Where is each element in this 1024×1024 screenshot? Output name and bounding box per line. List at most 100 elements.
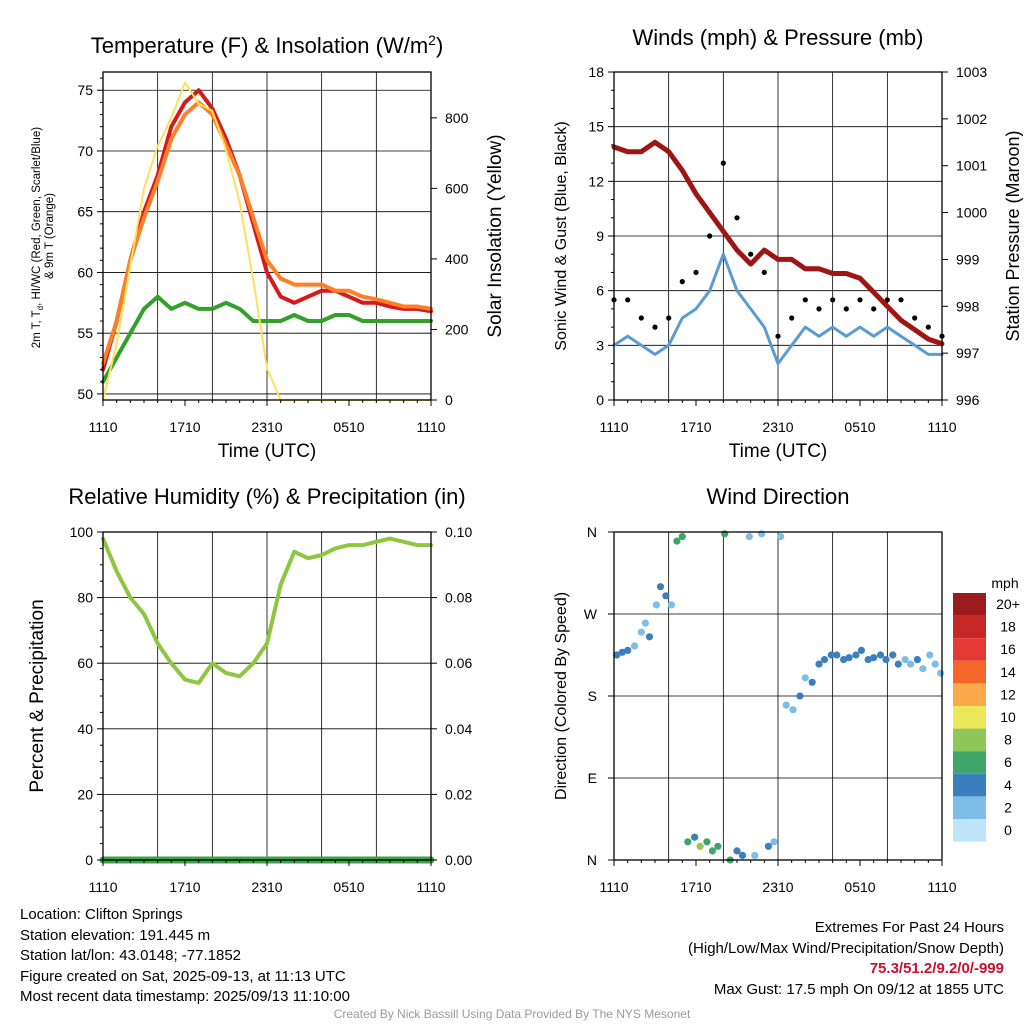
direction-point [913, 656, 922, 664]
gust-point [638, 315, 644, 321]
y-tick-label: 65 [77, 204, 93, 220]
gust-point [666, 315, 672, 321]
x-tick-label: 1110 [599, 879, 628, 895]
wind-direction-chart-title: Wind Direction [706, 484, 849, 509]
legend-label: 0 [1004, 822, 1012, 838]
gust-point [775, 333, 781, 339]
speed-color-legend: mph 20+ 18 16 14 12 10 8 6 4 2 0 [953, 575, 1020, 842]
wind-line [612, 252, 944, 366]
direction-point [613, 651, 621, 659]
y2-tick-label: 200 [445, 321, 469, 337]
extremes-info: Extremes For Past 24 Hours (High/Low/Max… [688, 918, 1004, 1000]
y-tick-label: 80 [77, 590, 93, 606]
pressure-y-axis-label: Station Pressure (Maroon) [1003, 130, 1023, 341]
y-tick-label: 0 [596, 392, 604, 408]
direction-point [770, 838, 778, 846]
legend-swatch [953, 593, 986, 616]
wind-direction-grid [614, 532, 942, 860]
temperature-y-axis-label: 2m T, Td, HI/WC (Red, Green, Scarlet/Blu… [31, 124, 56, 349]
y-tick-label: 3 [596, 337, 604, 353]
direction-point [733, 847, 741, 855]
station-info: Location: Clifton Springs Station elevat… [20, 905, 350, 1008]
max-gust-text: Max Gust: 17.5 mph On 09/12 at 1855 UTC [713, 980, 1004, 998]
gust-point [748, 251, 754, 257]
legend-swatch [953, 728, 986, 752]
legend-label: 14 [1000, 664, 1016, 680]
winds-panel: Winds (mph) & Pressure (mb) 1110 1710 2310… [553, 25, 1023, 462]
temperature-grid [103, 72, 431, 400]
direction-point [852, 651, 860, 659]
direction-point [764, 842, 773, 850]
legend-swatch [953, 660, 986, 684]
direction-point [738, 851, 747, 860]
legend-swatch [953, 819, 986, 842]
gust-point [830, 297, 836, 303]
x-tick-label: 0510 [844, 419, 875, 435]
y2-tick-label: 400 [445, 251, 469, 267]
legend-label: 6 [1004, 754, 1012, 770]
legend-swatch [953, 706, 986, 729]
y-tick-label: 18 [588, 64, 604, 80]
gust-point [652, 324, 658, 330]
y2-tick-label: 0.08 [445, 590, 472, 606]
pressure-line [611, 139, 945, 347]
direction-point [907, 660, 915, 668]
direction-point [678, 533, 686, 541]
y-tick-label: 40 [77, 721, 93, 737]
direction-point [840, 656, 848, 664]
legend-label: 8 [1004, 732, 1012, 748]
direction-point [624, 646, 632, 655]
y-tick-label: 20 [77, 786, 93, 802]
gust-point [625, 297, 631, 303]
gust-point [720, 160, 726, 166]
direction-point [789, 706, 797, 714]
direction-point [808, 678, 816, 686]
rh-line [101, 536, 433, 685]
winds-x-axis-label: Time (UTC) [729, 441, 828, 462]
gust-point [898, 297, 904, 303]
figure-created-text: Figure created on Sat, 2025-09-13, at 11… [20, 967, 346, 985]
x-tick-label: 1110 [88, 879, 117, 895]
gust-point [857, 297, 863, 303]
direction-point [801, 674, 809, 682]
y2-tick-label: 1003 [956, 64, 987, 80]
y-tick-label: 70 [77, 143, 93, 159]
wind-direction-points [613, 530, 945, 864]
x-tick-label: 0510 [333, 879, 364, 895]
direction-point [815, 660, 823, 668]
y-tick-label: N [587, 852, 597, 868]
direction-point [652, 601, 661, 609]
direction-point [641, 619, 650, 627]
y2-tick-label: 0.00 [445, 852, 472, 868]
y2-tick-label: 0.06 [445, 655, 472, 671]
direction-point [937, 669, 945, 677]
legend-label: 16 [1000, 641, 1016, 657]
direction-point [696, 842, 704, 850]
y-tick-label: 55 [77, 325, 93, 341]
x-tick-label: 1710 [169, 879, 200, 895]
direction-point [882, 656, 890, 664]
direction-point [876, 651, 885, 659]
direction-point [691, 833, 699, 841]
gust-point [884, 297, 890, 303]
legend-swatch [953, 638, 986, 661]
legend-swatch [953, 683, 986, 706]
direction-point [630, 642, 639, 650]
direction-point [673, 537, 681, 545]
legend-swatch [953, 751, 986, 774]
credit-text: Created By Nick Bassill Using Data Provi… [333, 1007, 691, 1021]
direction-point [901, 656, 909, 664]
x-tick-label: 0510 [333, 419, 364, 435]
x-tick-label: 1110 [927, 419, 956, 435]
gust-point [679, 279, 685, 285]
direction-point [656, 583, 665, 591]
y-tick-label: 9 [596, 228, 604, 244]
y-tick-label: 6 [596, 283, 604, 299]
y2-tick-label: 800 [445, 110, 469, 126]
y2-tick-label: 996 [956, 392, 980, 408]
y-tick-label: W [584, 606, 598, 622]
winds-grid [614, 72, 942, 400]
gust-point [734, 215, 740, 221]
y2-tick-label: 1000 [956, 205, 987, 221]
legend-swatch [953, 773, 986, 797]
